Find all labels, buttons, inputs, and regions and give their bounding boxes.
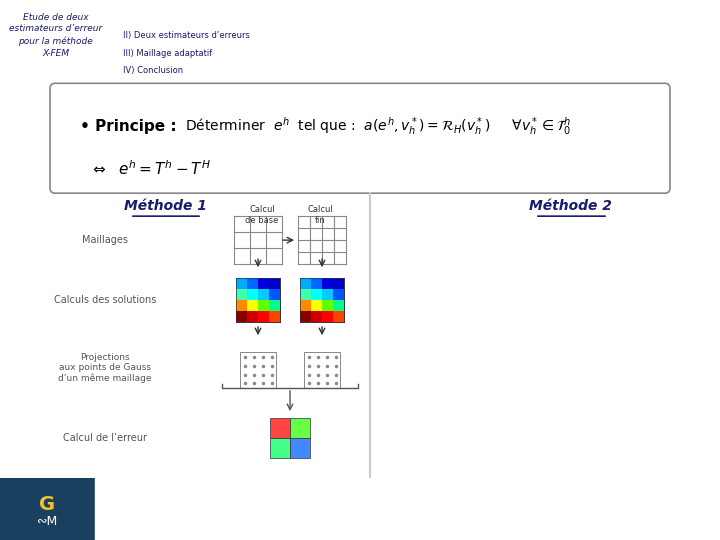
Bar xyxy=(258,289,269,300)
Text: Calcul
fin: Calcul fin xyxy=(307,205,333,225)
Bar xyxy=(236,278,247,289)
Bar xyxy=(236,278,280,322)
Text: $\Leftrightarrow$  $e^h = T^h - T^H$: $\Leftrightarrow$ $e^h = T^h - T^H$ xyxy=(90,159,211,178)
Bar xyxy=(333,278,344,289)
Bar xyxy=(290,418,310,438)
Bar xyxy=(322,300,333,311)
Bar xyxy=(236,289,247,300)
Text: Vendredi 9 novembre 2012: Vendredi 9 novembre 2012 xyxy=(186,504,338,514)
Text: Projections
aux points de Gauss
d’un même maillage: Projections aux points de Gauss d’un mêm… xyxy=(58,353,152,383)
Text: Calcul
de base: Calcul de base xyxy=(246,205,279,225)
Text: • Principe :: • Principe : xyxy=(80,119,176,134)
Bar xyxy=(236,311,247,322)
Bar xyxy=(333,311,344,322)
Text: Calculs des solutions: Calculs des solutions xyxy=(54,295,156,305)
Text: Maillages: Maillages xyxy=(82,235,128,245)
Text: III) Maillage adaptatif: III) Maillage adaptatif xyxy=(123,49,212,58)
Bar xyxy=(322,289,333,300)
Bar xyxy=(304,352,340,388)
Text: G: G xyxy=(39,495,55,515)
Bar xyxy=(269,300,280,311)
Text: ∾M: ∾M xyxy=(37,516,58,529)
Bar xyxy=(311,311,322,322)
Text: II) Deux estimateurs d’erreurs: II) Deux estimateurs d’erreurs xyxy=(123,31,250,40)
Bar xyxy=(300,278,344,322)
Bar xyxy=(270,438,290,458)
Bar xyxy=(247,300,258,311)
Bar xyxy=(247,278,258,289)
Text: Calcul de l’erreur: Calcul de l’erreur xyxy=(63,433,147,443)
Bar xyxy=(333,289,344,300)
Text: [Bank et al., 1992][Cavin, 2006]: [Bank et al., 1992][Cavin, 2006] xyxy=(421,56,601,66)
Bar xyxy=(322,311,333,322)
Bar xyxy=(258,300,269,311)
Text: Méthode 2: Méthode 2 xyxy=(528,199,611,213)
Text: Estimateur d’erreur sur bases hiérarchiques: Estimateur d’erreur sur bases hiérarchiq… xyxy=(287,21,720,39)
Bar xyxy=(300,289,311,300)
Bar xyxy=(290,438,310,458)
Bar xyxy=(269,311,280,322)
Bar xyxy=(269,289,280,300)
Bar xyxy=(333,300,344,311)
Bar xyxy=(311,300,322,311)
Bar xyxy=(322,278,333,289)
Bar xyxy=(300,278,311,289)
Text: I) Généralités sur les estimateurs: I) Généralités sur les estimateurs xyxy=(123,14,282,23)
Bar xyxy=(258,278,269,289)
Bar xyxy=(300,311,311,322)
Bar xyxy=(240,352,276,388)
Bar xyxy=(270,418,290,438)
Bar xyxy=(300,300,311,311)
FancyBboxPatch shape xyxy=(50,83,670,193)
Text: IV) Conclusion: IV) Conclusion xyxy=(123,66,183,75)
Bar xyxy=(247,289,258,300)
Bar xyxy=(258,311,269,322)
Text: Etude de deux
estimateurs d’erreur
pour la méthode
X-FEM: Etude de deux estimateurs d’erreur pour … xyxy=(9,12,102,58)
Bar xyxy=(0,478,95,540)
Text: Méthode 1: Méthode 1 xyxy=(124,199,207,213)
Bar xyxy=(247,311,258,322)
Bar xyxy=(236,300,247,311)
Bar xyxy=(311,289,322,300)
Text: Déterminer  $e^h$  tel que :  $a(e^h, v_h^*) = \mathcal{R}_H(v_h^*)$     $\foral: Déterminer $e^h$ tel que : $a(e^h, v_h^*… xyxy=(185,116,571,137)
Text: 14: 14 xyxy=(654,502,675,516)
Bar xyxy=(269,278,280,289)
Text: Raphaël ALLAIS: Raphaël ALLAIS xyxy=(477,504,564,514)
Bar xyxy=(311,278,322,289)
